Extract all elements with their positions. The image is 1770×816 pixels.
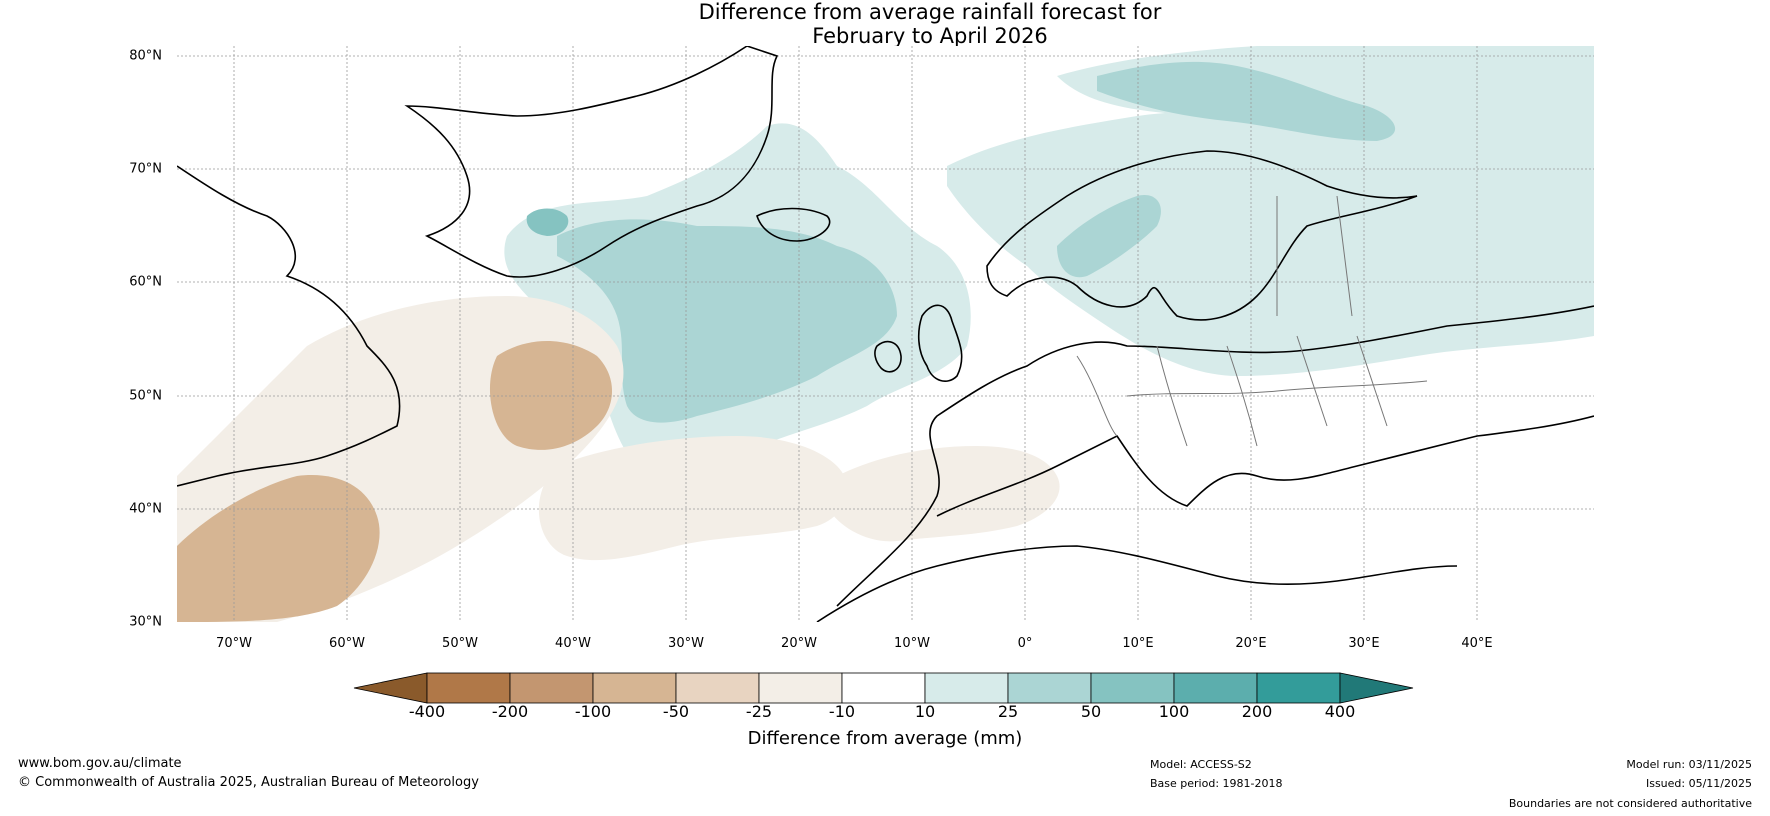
colorbar-segment <box>758 672 843 704</box>
lon-label-40w: 40°W <box>555 636 591 651</box>
colorbar-segment <box>1090 672 1175 704</box>
lon-label-50w: 50°W <box>442 636 478 651</box>
map-svg <box>177 46 1594 622</box>
colorbar-tick-label: -200 <box>491 702 529 721</box>
colorbar-tick-label: 400 <box>1324 702 1356 721</box>
lon-label-70w: 70°W <box>216 636 252 651</box>
copyright-text: © Commonwealth of Australia 2025, Austra… <box>18 775 479 790</box>
colorbar-tick-label: -10 <box>828 702 856 721</box>
colorbar-tick-label: 10 <box>914 702 936 721</box>
colorbar-segment <box>924 672 1009 704</box>
base-period-text: Base period: 1981-2018 <box>1150 777 1283 790</box>
colorbar-tick-label: -50 <box>662 702 690 721</box>
colorbar-label: Difference from average (mm) <box>747 728 1023 749</box>
colorbar-segment <box>426 672 511 704</box>
lon-label-60w: 60°W <box>329 636 365 651</box>
lon-label-40e: 40°E <box>1461 636 1493 651</box>
title-line-2: February to April 2026 <box>812 24 1048 48</box>
colorbar-tick-label: 200 <box>1241 702 1273 721</box>
colorbar-tick-label: 100 <box>1158 702 1190 721</box>
graticule <box>177 46 1594 622</box>
colorbar-tick-label: -100 <box>574 702 612 721</box>
model-text: Model: ACCESS-S2 <box>1150 758 1252 771</box>
colorbar-segment <box>1173 672 1258 704</box>
colorbar-segment <box>675 672 760 704</box>
colorbar-segment <box>841 672 926 704</box>
dry-region-mid-atlantic <box>538 436 848 561</box>
wet-core-arctic <box>1097 61 1396 141</box>
disclaimer-text: Boundaries are not considered authoritat… <box>1508 797 1752 810</box>
lon-label-20e: 20°E <box>1235 636 1267 651</box>
lon-label-20w: 20°W <box>781 636 817 651</box>
wet-core-atlantic <box>557 219 897 423</box>
colorbar-tick-label: -400 <box>408 702 446 721</box>
rainfall-contour-icon <box>177 46 1594 622</box>
colorbar-tick-label: -25 <box>745 702 773 721</box>
rainfall-map <box>177 46 1594 622</box>
dry-core-west <box>177 475 380 622</box>
wet-region-scandinavia <box>947 111 1594 377</box>
lat-label-70n: 70°N <box>129 161 162 177</box>
wet-spot-greenland <box>526 208 569 236</box>
lon-label-30e: 30°E <box>1348 636 1380 651</box>
colorbar-extend-high <box>1339 672 1414 704</box>
country-borders <box>1076 195 1428 447</box>
lat-label-40n: 40°N <box>129 501 162 517</box>
lon-label-0: 0° <box>1017 636 1033 651</box>
model-run-text: Model run: 03/11/2025 <box>1626 758 1752 771</box>
colorbar-segment <box>1256 672 1341 704</box>
lat-label-30n: 30°N <box>129 614 162 630</box>
lon-label-10e: 10°E <box>1122 636 1154 651</box>
lon-label-10w: 10°W <box>894 636 930 651</box>
chart-title: Difference from average rainfall forecas… <box>0 0 1770 48</box>
colorbar <box>353 672 1414 704</box>
wet-core-norway <box>1057 195 1161 278</box>
land-outline-icon <box>177 46 1594 622</box>
title-line-1: Difference from average rainfall forecas… <box>698 0 1162 24</box>
colorbar-tick-label: 25 <box>997 702 1019 721</box>
lat-label-80n: 80°N <box>129 48 162 64</box>
dry-region-iberia <box>825 446 1060 542</box>
lat-label-60n: 60°N <box>129 274 162 290</box>
colorbar-tick-label: 50 <box>1080 702 1102 721</box>
issued-text: Issued: 05/11/2025 <box>1645 777 1752 790</box>
lat-label-50n: 50°N <box>129 388 162 404</box>
lon-label-30w: 30°W <box>668 636 704 651</box>
website-link[interactable]: www.bom.gov.au/climate <box>18 756 182 771</box>
colorbar-segment <box>592 672 677 704</box>
colorbar-segment <box>1007 672 1092 704</box>
dry-core-mid <box>489 341 612 450</box>
colorbar-extend-low <box>353 672 428 704</box>
colorbar-segment <box>509 672 594 704</box>
